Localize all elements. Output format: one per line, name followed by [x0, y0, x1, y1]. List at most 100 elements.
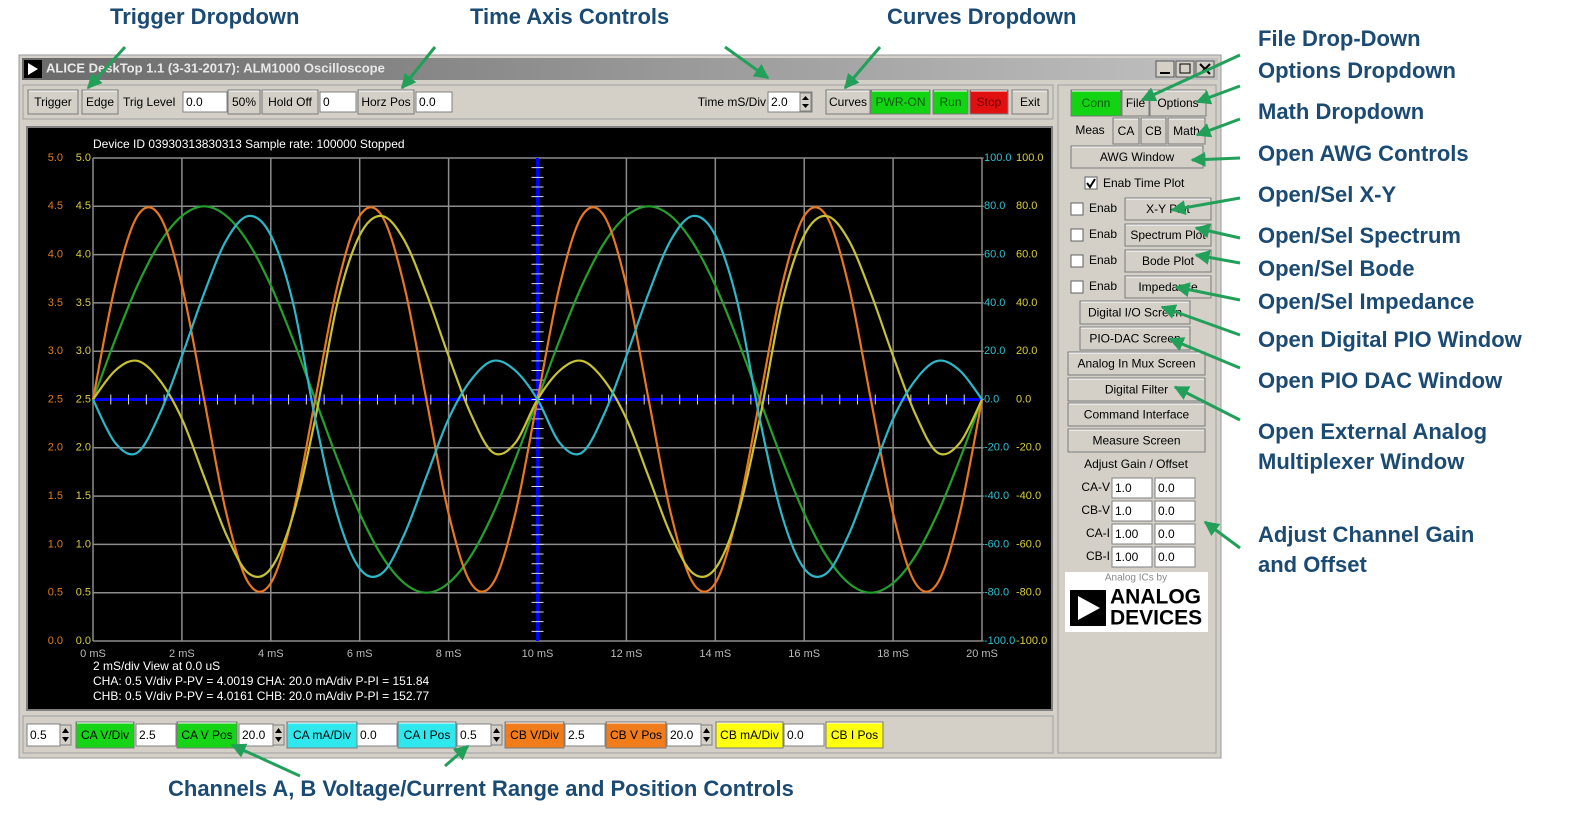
spinner[interactable]: [272, 724, 285, 746]
button[interactable]: [1124, 249, 1212, 273]
button[interactable]: [825, 721, 884, 749]
entry-value[interactable]: 0.5: [30, 728, 47, 742]
button[interactable]: [27, 89, 79, 115]
button-label[interactable]: Exit: [1020, 95, 1041, 109]
button[interactable]: [1070, 89, 1122, 117]
entry-value[interactable]: 1.0: [1115, 504, 1132, 518]
button[interactable]: [1124, 197, 1212, 221]
button[interactable]: [397, 721, 457, 749]
button-label[interactable]: Digital I/O Screen: [1088, 306, 1182, 320]
text-entry[interactable]: [319, 91, 357, 113]
checkbox[interactable]: [1070, 202, 1084, 216]
button-label[interactable]: CA mA/Div: [293, 728, 351, 742]
button-label[interactable]: PWR-ON: [876, 95, 926, 109]
button-label[interactable]: CB: [1145, 124, 1162, 138]
button[interactable]: [932, 89, 969, 115]
entry-value[interactable]: 0.0: [1158, 527, 1175, 541]
button-label[interactable]: Measure Screen: [1092, 434, 1180, 448]
button[interactable]: [1140, 117, 1167, 145]
button[interactable]: [75, 721, 135, 749]
button[interactable]: [969, 89, 1009, 115]
button-label[interactable]: 50%: [232, 95, 256, 109]
entry-value[interactable]: 2.5: [568, 728, 585, 742]
button[interactable]: [1067, 351, 1206, 376]
entry-value[interactable]: 2.5: [139, 728, 156, 742]
button[interactable]: [227, 89, 261, 115]
button-label[interactable]: Bode Plot: [1142, 254, 1195, 268]
button-label[interactable]: Stop: [977, 95, 1002, 109]
text-entry[interactable]: [783, 723, 825, 747]
entry-value[interactable]: 20.0: [670, 728, 694, 742]
button[interactable]: [825, 89, 871, 115]
entry-value[interactable]: 2.0: [771, 95, 788, 109]
button[interactable]: [1112, 117, 1140, 145]
text-entry[interactable]: [1111, 523, 1153, 545]
button-label[interactable]: AWG Window: [1100, 150, 1175, 164]
button[interactable]: [1124, 223, 1212, 247]
checkbox[interactable]: [1070, 254, 1084, 268]
button-label[interactable]: Horz Pos: [361, 95, 410, 109]
entry-value[interactable]: 0.0: [419, 95, 436, 109]
text-entry[interactable]: [182, 91, 228, 113]
button-label[interactable]: Analog In Mux Screen: [1077, 357, 1195, 371]
entry-value[interactable]: 0.0: [1158, 550, 1175, 564]
entry-value[interactable]: 0.0: [1158, 504, 1175, 518]
text-entry[interactable]: [1154, 523, 1196, 545]
button[interactable]: [286, 721, 358, 749]
button-label[interactable]: CB V Pos: [610, 728, 662, 742]
entry-value[interactable]: 0.0: [186, 95, 203, 109]
button[interactable]: [715, 721, 784, 749]
text-entry[interactable]: [1111, 500, 1153, 522]
button-label[interactable]: Options: [1157, 96, 1198, 110]
button-label[interactable]: PIO-DAC Screen: [1089, 332, 1180, 346]
button[interactable]: [176, 721, 238, 749]
entry-value[interactable]: 0.0: [360, 728, 377, 742]
button-label[interactable]: CB V/Div: [510, 728, 559, 742]
button-label[interactable]: CA V Pos: [181, 728, 232, 742]
button[interactable]: [261, 89, 319, 115]
text-entry[interactable]: [1111, 546, 1153, 568]
entry-value[interactable]: 1.00: [1115, 527, 1139, 541]
button-label[interactable]: Hold Off: [268, 95, 312, 109]
button[interactable]: [1067, 402, 1206, 427]
entry-value[interactable]: 0.5: [460, 728, 477, 742]
button-label[interactable]: Digital Filter: [1105, 383, 1168, 397]
entry-value[interactable]: 0.0: [1158, 481, 1175, 495]
button-label[interactable]: Impedance: [1138, 280, 1198, 294]
spinner[interactable]: [59, 724, 72, 746]
button-label[interactable]: Run: [939, 95, 961, 109]
text-entry[interactable]: [135, 723, 177, 747]
button-label[interactable]: CB I Pos: [831, 728, 878, 742]
text-entry[interactable]: [415, 91, 453, 113]
entry-value[interactable]: 0: [323, 95, 330, 109]
maximize-button[interactable]: [1175, 60, 1195, 78]
button[interactable]: [605, 721, 667, 749]
text-entry[interactable]: [1154, 500, 1196, 522]
spinner[interactable]: [700, 724, 713, 746]
checkbox[interactable]: [1070, 280, 1084, 294]
button-label[interactable]: Spectrum Plot: [1130, 228, 1206, 242]
entry-value[interactable]: 0.0: [787, 728, 804, 742]
minimize-button[interactable]: [1155, 60, 1175, 78]
button-label[interactable]: File: [1126, 96, 1146, 110]
button-label[interactable]: Edge: [86, 95, 114, 109]
text-entry[interactable]: [356, 723, 398, 747]
entry-value[interactable]: 1.00: [1115, 550, 1139, 564]
button[interactable]: [1067, 428, 1206, 453]
button[interactable]: [504, 721, 565, 749]
text-entry[interactable]: [1154, 546, 1196, 568]
text-entry[interactable]: [1154, 477, 1196, 499]
entry-value[interactable]: 20.0: [242, 728, 266, 742]
button-label[interactable]: CA: [1118, 124, 1135, 138]
button-label[interactable]: CA I Pos: [404, 728, 451, 742]
button[interactable]: [1079, 326, 1191, 351]
button[interactable]: [870, 89, 931, 115]
button-label[interactable]: CA V/Div: [81, 728, 129, 742]
button[interactable]: [357, 89, 415, 115]
button-label[interactable]: Command Interface: [1084, 408, 1190, 422]
checkbox[interactable]: [1070, 228, 1084, 242]
text-entry[interactable]: [1111, 477, 1153, 499]
button[interactable]: [1067, 377, 1206, 402]
button-label[interactable]: Trigger: [34, 95, 72, 109]
button-label[interactable]: Conn: [1082, 96, 1111, 110]
